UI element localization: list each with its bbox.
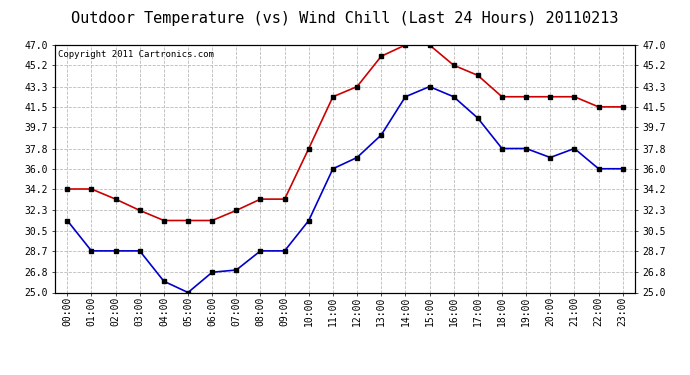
Text: Outdoor Temperature (vs) Wind Chill (Last 24 Hours) 20110213: Outdoor Temperature (vs) Wind Chill (Las… [71, 11, 619, 26]
Text: Copyright 2011 Cartronics.com: Copyright 2011 Cartronics.com [58, 50, 214, 59]
